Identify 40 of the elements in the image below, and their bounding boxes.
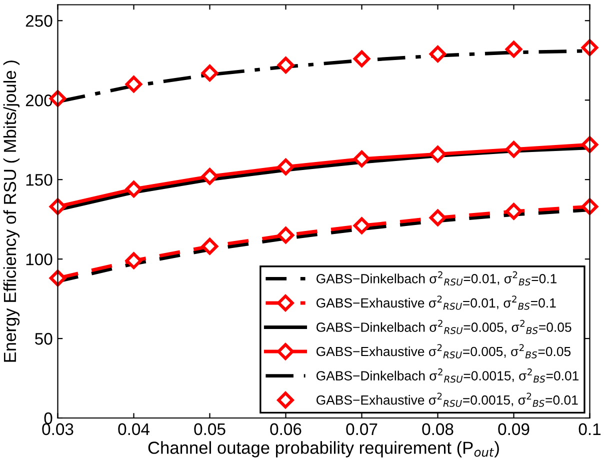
y-tick-label: 100 [26, 253, 52, 266]
point [277, 226, 294, 244]
y-tick-label: 150 [26, 174, 52, 186]
x-tick-label: 0.03 [42, 423, 74, 436]
x-tick-label: 0.05 [194, 423, 226, 436]
y-tick-label: 200 [26, 94, 52, 106]
point [429, 46, 446, 62]
point [505, 40, 522, 58]
x-tick-label: 0.07 [346, 423, 378, 436]
legend-label: GABS−Exhaustive σ$^{2}$$_{RSU}$=0.0015, σ$^{2}$$_{BS}$=0.01 [316, 392, 578, 407]
x-axis-title: Channel outage probability requirement (P$_{out}$) [148, 441, 499, 458]
legend-label: GABS−Dinkelbach σ$^{2}$$_{RSU}$=0.01, σ$^{2}$$_{BS}$=0.1 [316, 271, 557, 286]
y-tick-label: 50 [35, 332, 52, 345]
x-tick-label: 0.08 [422, 423, 454, 436]
x-tick-label: 0.04 [118, 423, 150, 436]
x-tick-label: 0.09 [498, 423, 530, 436]
x-tick-label: 0.1 [578, 423, 601, 436]
point [201, 64, 218, 82]
x-tick-label: 0.06 [270, 423, 302, 436]
point [429, 209, 446, 226]
point [201, 238, 218, 255]
point [125, 180, 142, 198]
point [505, 140, 522, 158]
point [505, 202, 522, 220]
point [125, 76, 142, 93]
legend-label: GABS−Dinkelbach σ$^{2}$$_{RSU}$=0.0015, σ$^{2}$$_{BS}$=0.01 [316, 368, 579, 383]
y-tick-label: 0 [44, 412, 52, 424]
point [125, 252, 142, 270]
point [353, 217, 370, 234]
legend-label: GABS−Exhaustive σ$^{2}$$_{RSU}$=0.005, σ$^{2}$$_{BS}$=0.05 [316, 344, 571, 358]
point [277, 158, 294, 176]
legend-label: GABS−Exhaustive σ$^{2}$$_{RSU}$=0.01, σ$^{2}$$_{BS}$=0.1 [316, 296, 556, 310]
y-axis-title: Energy Efficiency of RSU ( Mbits/joule ) [3, 60, 20, 362]
legend-label: GABS−Dinkelbach σ$^{2}$$_{RSU}$=0.005, σ$^{2}$$_{BS}$=0.05 [316, 320, 572, 334]
point [429, 146, 446, 163]
point [353, 50, 370, 68]
point [353, 150, 370, 168]
y-tick-label: 250 [26, 15, 52, 27]
point [201, 168, 218, 185]
point [277, 56, 294, 74]
